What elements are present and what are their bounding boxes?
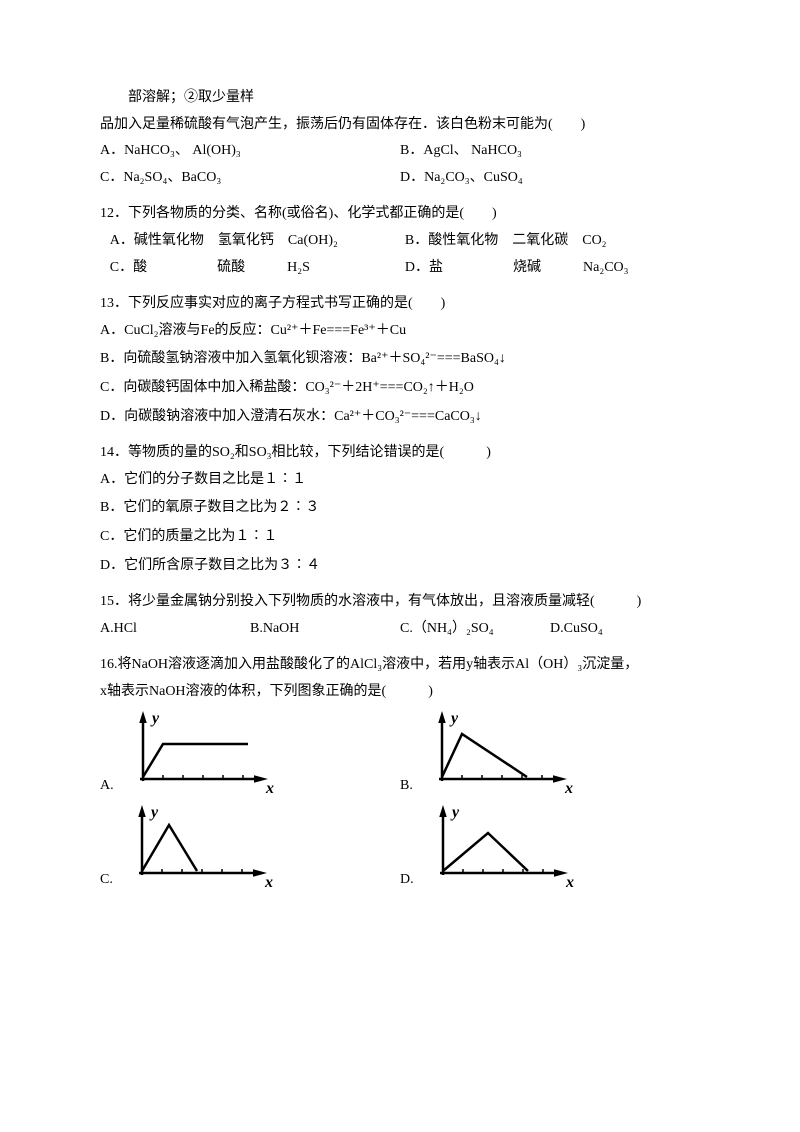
q11-optA: A．NaHCO₃、 Al(OH)₃: [100, 138, 400, 165]
chart-label-A: A.: [100, 773, 114, 800]
q13: 13．下列反应事实对应的离子方程式书写正确的是( ) A．CuCl₂溶液与Fe的…: [100, 291, 700, 430]
q12: 12．下列各物质的分类、名称(或俗名)、化学式都正确的是( ) A．碱性氧化物 …: [100, 201, 700, 281]
chart-item-B: B. yx: [400, 709, 700, 799]
chart-item-D: D. yx: [400, 803, 700, 893]
q12-stem: 12．下列各物质的分类、名称(或俗名)、化学式都正确的是( ): [100, 201, 700, 228]
q11-line2: 品加入足量稀硫酸有气泡产生，振荡后仍有固体存在．该白色粉末可能为( ): [100, 112, 700, 139]
q12-opts: A．碱性氧化物 氢氧化钙 Ca(OH)₂ B．酸性氧化物 二氧化碳 CO₂ C．…: [110, 228, 700, 281]
q12-optB: B．酸性氧化物 二氧化碳 CO₂: [405, 228, 700, 255]
q12-optA: A．碱性氧化物 氢氧化钙 Ca(OH)₂: [110, 228, 405, 255]
svg-text:y: y: [150, 710, 160, 727]
q11-cont: 部溶解；②取少量样 品加入足量稀硫酸有气泡产生，振荡后仍有固体存在．该白色粉末可…: [100, 85, 700, 191]
q15-optB: B.NaOH: [250, 616, 400, 643]
q13-optA: A．CuCl₂溶液与Fe的反应：Cu²⁺＋Fe===Fe³⁺＋Cu: [100, 318, 700, 345]
q12-optC: C．酸 硫酸 H₂S: [110, 255, 405, 282]
q16: 16.将NaOH溶液逐滴加入用盐酸酸化了的AlCl₃溶液中，若用y轴表示Al（O…: [100, 652, 700, 893]
chart-item-C: C. yx: [100, 803, 400, 893]
q15: 15．将少量金属钠分别投入下列物质的水溶液中，有气体放出，且溶液质量减轻( ) …: [100, 589, 700, 642]
q13-stem: 13．下列反应事实对应的离子方程式书写正确的是( ): [100, 291, 700, 318]
svg-text:y: y: [149, 804, 159, 821]
q14-stem: 14．等物质的量的SO₂和SO₃相比较，下列结论错误的是( ): [100, 440, 700, 467]
svg-text:y: y: [450, 804, 460, 821]
q15-optC: C.（NH₄）₂SO₄: [400, 616, 550, 643]
q11-options-row1: A．NaHCO₃、 Al(OH)₃ B．AgCl、 NaHCO₃: [100, 138, 700, 165]
q16-stem2: x轴表示NaOH溶液的体积，下列图象正确的是( ): [100, 679, 700, 706]
svg-text:x: x: [264, 874, 273, 891]
chart-B: yx: [417, 709, 587, 799]
svg-text:x: x: [564, 780, 573, 797]
svg-text:y: y: [449, 710, 459, 727]
chart-label-B: B.: [400, 773, 413, 800]
q15-stem: 15．将少量金属钠分别投入下列物质的水溶液中，有气体放出，且溶液质量减轻( ): [100, 589, 700, 616]
chart-label-D: D.: [400, 867, 414, 894]
q16-stem1: 16.将NaOH溶液逐滴加入用盐酸酸化了的AlCl₃溶液中，若用y轴表示Al（O…: [100, 652, 700, 679]
chart-item-A: A. yx: [100, 709, 400, 799]
q11-options-row2: C．Na₂SO₄、BaCO₃ D．Na₂CO₃、CuSO₄: [100, 165, 700, 192]
q11-line1: 部溶解；②取少量样: [128, 85, 700, 112]
svg-text:x: x: [265, 780, 274, 797]
q14-optD: D．它们所含原子数目之比为３∶４: [100, 553, 700, 580]
q11-optD: D．Na₂CO₃、CuSO₄: [400, 165, 700, 192]
q15-optD: D.CuSO₄: [550, 616, 700, 643]
chart-A: yx: [118, 709, 288, 799]
chart-D: yx: [418, 803, 588, 893]
q13-optD: D．向碳酸钠溶液中加入澄清石灰水：Ca²⁺＋CO₃²⁻===CaCO₃↓: [100, 404, 700, 431]
q11-optC: C．Na₂SO₄、BaCO₃: [100, 165, 400, 192]
q14-optB: B．它们的氧原子数目之比为２∶３: [100, 495, 700, 522]
q13-optB: B．向硫酸氢钠溶液中加入氢氧化钡溶液：Ba²⁺＋SO₄²⁻===BaSO₄↓: [100, 346, 700, 373]
q13-optC: C．向碳酸钙固体中加入稀盐酸：CO₃²⁻＋2H⁺===CO₂↑＋H₂O: [100, 375, 700, 402]
chart-row-2: C. yx D. yx: [100, 803, 700, 893]
q14-optC: C．它们的质量之比为１∶１: [100, 524, 700, 551]
q14: 14．等物质的量的SO₂和SO₃相比较，下列结论错误的是( ) A．它们的分子数…: [100, 440, 700, 579]
q14-optA: A．它们的分子数目之比是１∶１: [100, 467, 700, 494]
q11-optB: B．AgCl、 NaHCO₃: [400, 138, 700, 165]
q15-opts: A.HCl B.NaOH C.（NH₄）₂SO₄ D.CuSO₄: [100, 616, 700, 643]
q15-optA: A.HCl: [100, 616, 250, 643]
chart-label-C: C.: [100, 867, 113, 894]
q12-optD: D．盐 烧碱 Na₂CO₃: [405, 255, 700, 282]
chart-C: yx: [117, 803, 287, 893]
svg-text:x: x: [565, 874, 574, 891]
chart-row-1: A. yx B. yx: [100, 709, 700, 799]
